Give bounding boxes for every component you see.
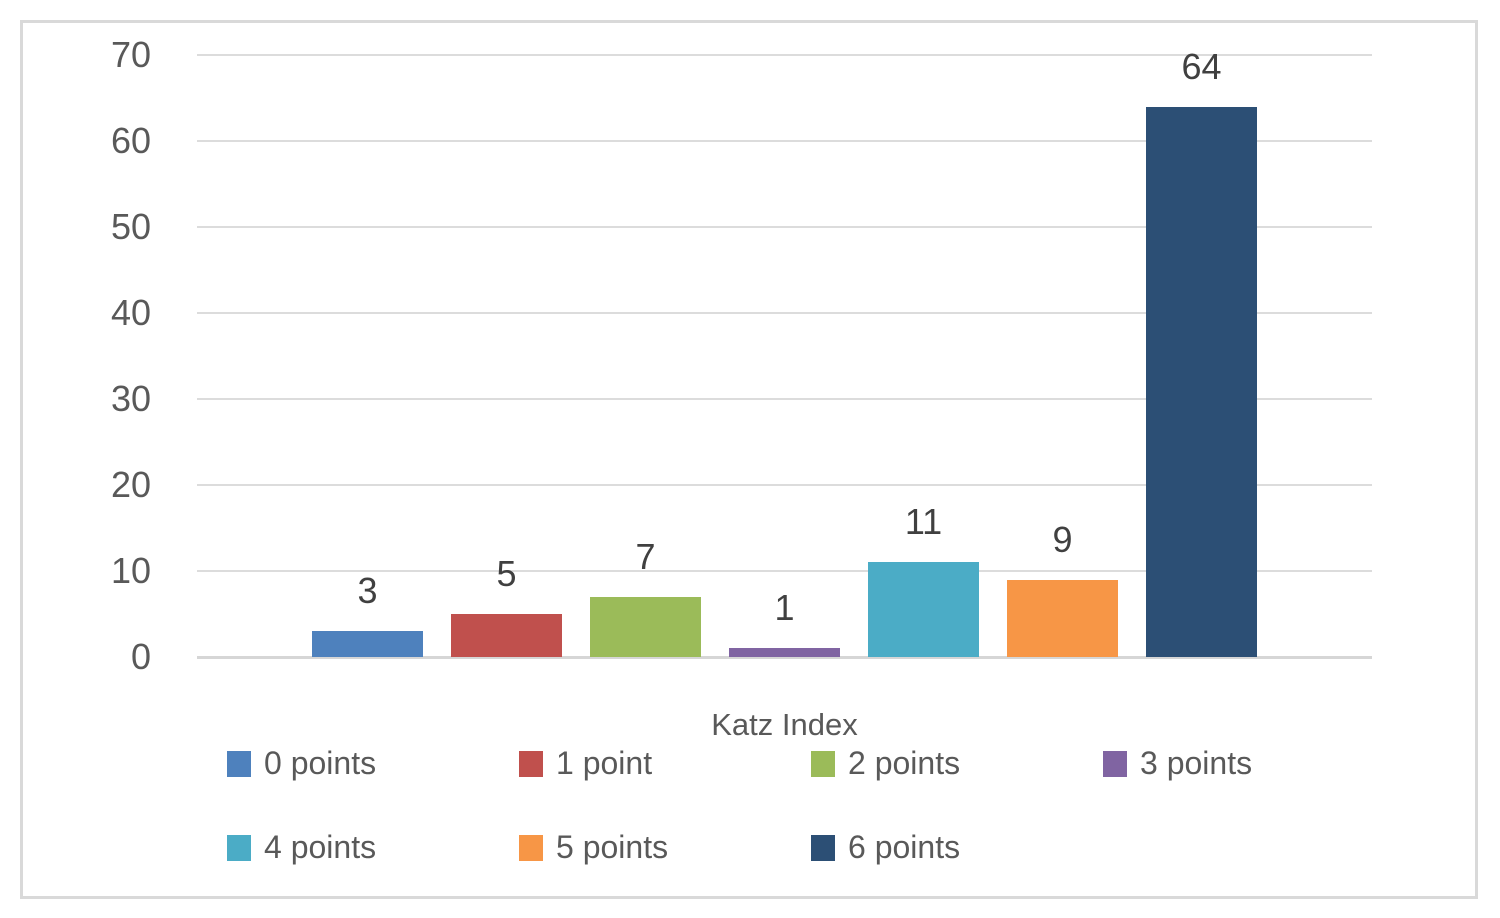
legend-item-0-points: 0 points <box>227 745 376 782</box>
plot-area: 3 5 7 1 11 9 64 <box>197 47 1372 659</box>
bar-2-points <box>590 597 701 657</box>
legend-swatch <box>811 750 835 777</box>
gridline <box>197 140 1372 142</box>
bar-group-6-points: 64 <box>1146 47 1257 657</box>
y-axis-tick-label: 10 <box>110 550 151 591</box>
gridline <box>197 656 1372 659</box>
y-axis-tick-label: 60 <box>110 120 151 161</box>
gridline <box>197 398 1372 400</box>
gridline <box>197 312 1372 314</box>
legend-label: 1 point <box>556 745 653 781</box>
y-axis-tick-label: 20 <box>110 464 151 505</box>
bar-group-2-points: 7 <box>590 537 701 657</box>
gridline <box>197 54 1372 56</box>
bar-value-label: 11 <box>904 501 943 543</box>
legend-item-1-point: 1 point <box>519 745 652 782</box>
bar-group-5-points: 9 <box>1007 520 1118 657</box>
legend-row-2: 4 points 5 points 6 points <box>227 829 1427 869</box>
y-axis-tick-label: 40 <box>110 292 151 333</box>
chart-figure: 70 60 50 40 30 20 10 0 3 5 7 1 11 9 64 Katz Index 0 p… <box>20 20 1478 899</box>
y-axis-tick-label: 50 <box>110 206 151 247</box>
y-axis: 70 60 50 40 30 20 10 0 <box>23 23 197 723</box>
legend-item-5-points: 5 points <box>519 829 668 866</box>
legend-item-6-points: 6 points <box>811 829 960 866</box>
y-axis-tick-label: 70 <box>110 34 151 75</box>
legend-label: 6 points <box>848 829 961 865</box>
bar-1-point <box>451 614 562 657</box>
bar-5-points <box>1007 580 1118 657</box>
legend-swatch <box>227 750 251 777</box>
bar-4-points <box>868 562 979 657</box>
bar-value-label: 3 <box>357 570 378 612</box>
gridlines <box>197 54 1372 659</box>
bar-value-label: 64 <box>1181 46 1222 88</box>
bar-group-1-point: 5 <box>451 554 562 657</box>
legend-swatch <box>811 834 835 861</box>
legend-label: 0 points <box>264 745 377 781</box>
bar-value-label: 1 <box>774 587 795 629</box>
gridline <box>197 484 1372 486</box>
bar-6-points <box>1146 107 1257 657</box>
bar-value-label: 5 <box>496 553 517 595</box>
legend-label: 4 points <box>264 829 377 865</box>
legend-swatch <box>1103 750 1127 777</box>
x-axis-title: Katz Index <box>711 707 858 742</box>
legend-item-3-points: 3 points <box>1103 745 1252 782</box>
legend-swatch <box>227 834 251 861</box>
gridline <box>197 570 1372 572</box>
legend-item-4-points: 4 points <box>227 829 376 866</box>
legend-swatch <box>519 834 543 861</box>
bar-group-3-points: 1 <box>729 588 840 657</box>
y-axis-tick-label: 30 <box>110 378 151 419</box>
y-axis-tick-label: 0 <box>130 636 151 677</box>
bar-0-points <box>312 631 423 657</box>
bar-group-4-points: 11 <box>868 502 979 657</box>
bar-value-label: 7 <box>635 536 656 578</box>
legend-label: 5 points <box>556 829 669 865</box>
legend-item-2-points: 2 points <box>811 745 960 782</box>
bar-group-0-points: 3 <box>312 571 423 657</box>
legend-swatch <box>519 750 543 777</box>
bar-value-label: 9 <box>1052 519 1073 561</box>
legend-row-1: 0 points 1 point 2 points 3 points <box>227 745 1427 785</box>
bar-3-points <box>729 648 840 657</box>
gridline <box>197 226 1372 228</box>
legend-label: 2 points <box>848 745 961 781</box>
bars-container: 3 5 7 1 11 9 64 <box>197 47 1372 657</box>
legend-label: 3 points <box>1140 745 1253 781</box>
